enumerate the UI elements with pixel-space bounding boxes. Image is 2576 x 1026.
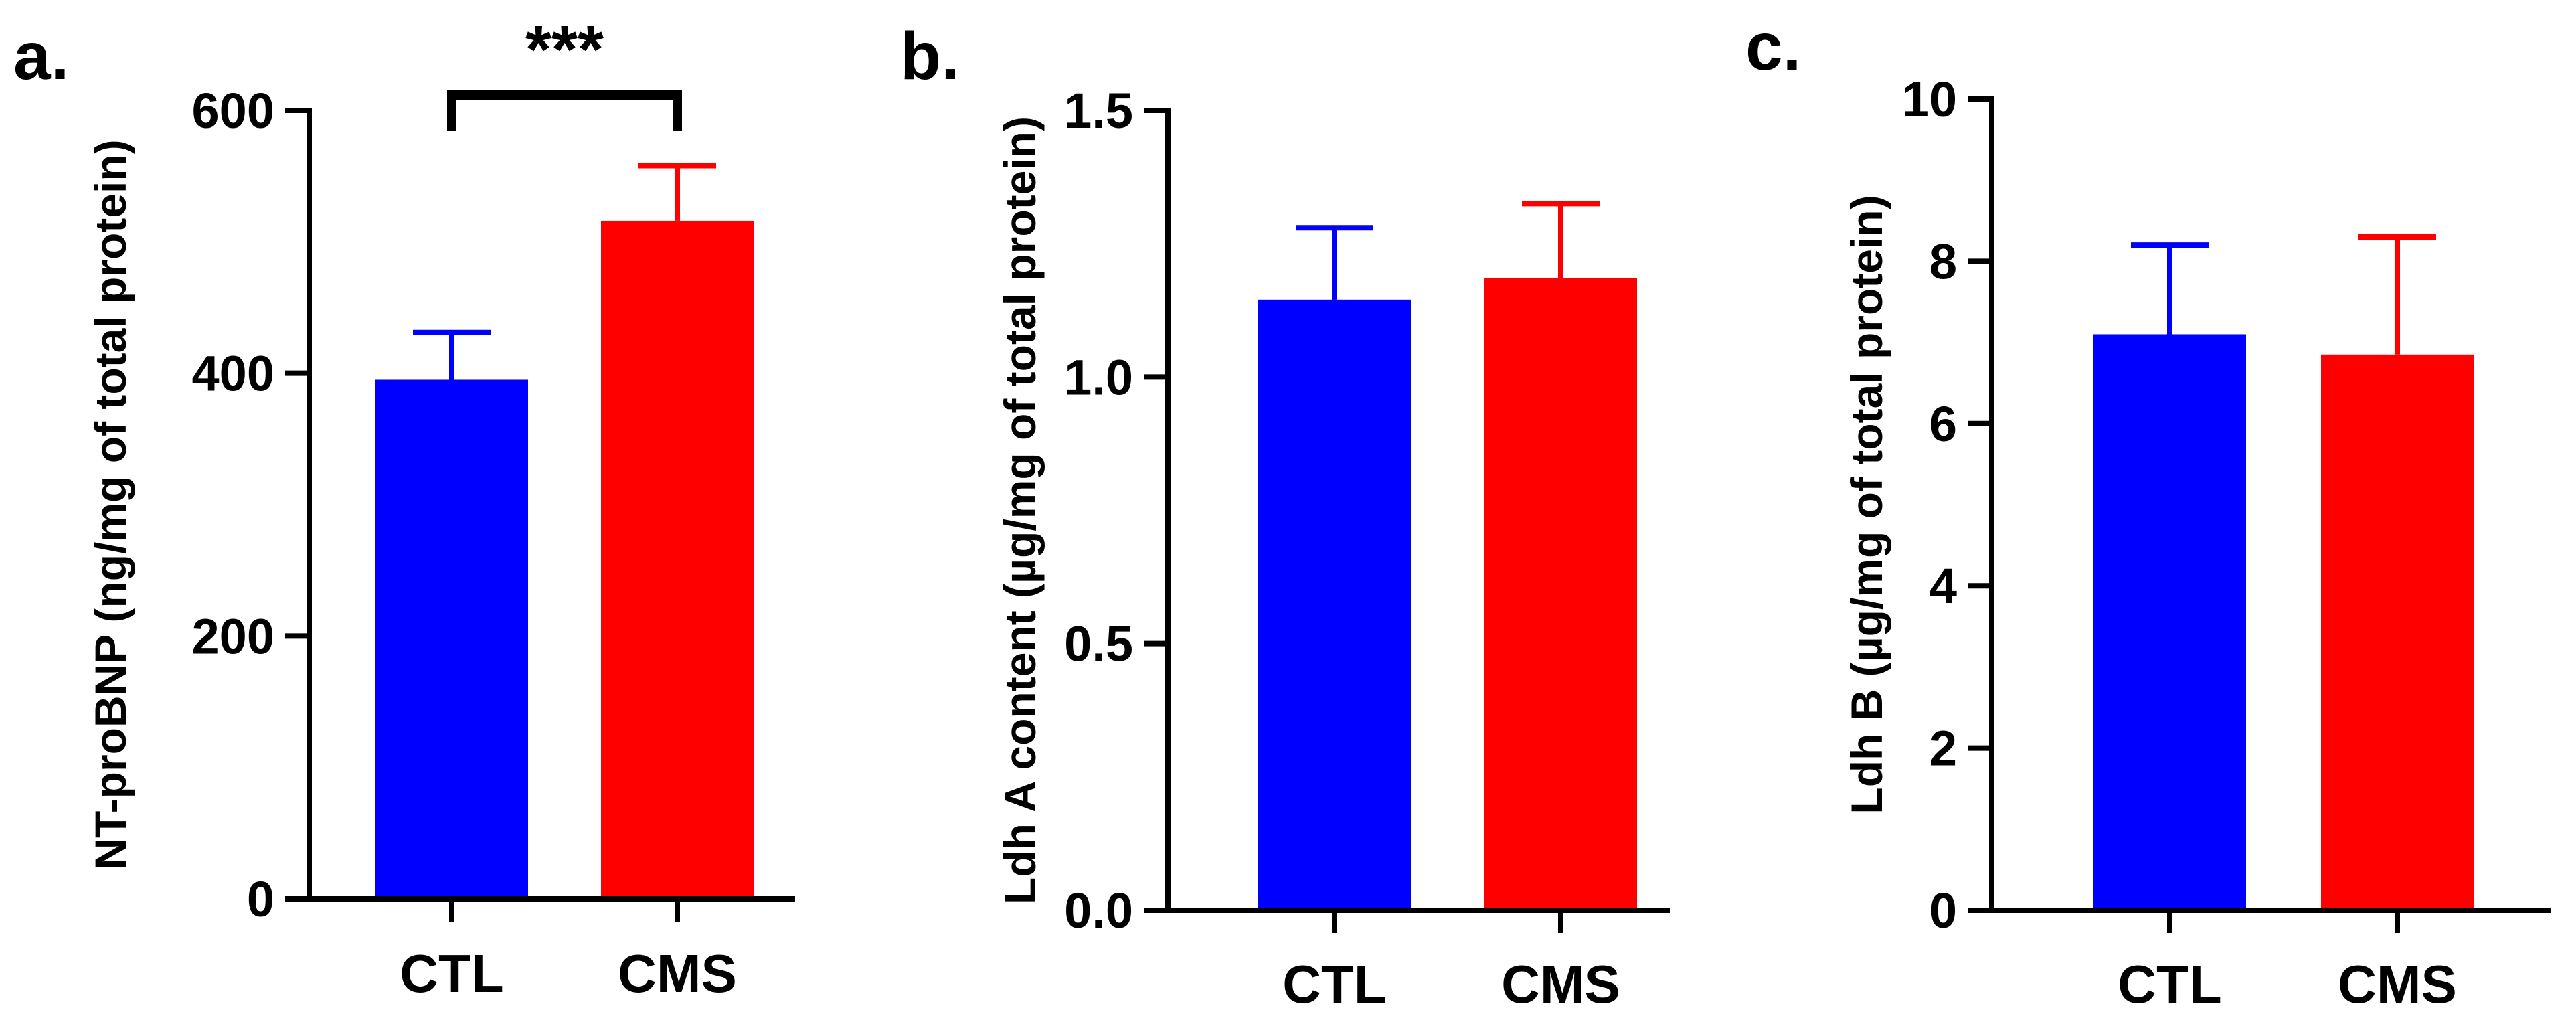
bar-ctl [375,379,528,899]
y-tick-label: 0.0 [1064,883,1133,938]
panel-label: b. [900,19,960,94]
x-tick-label-ctl: CTL [2118,954,2222,1014]
panel-a: a. NT-proBNP (ng/mg of total protein) CTL C… [13,12,795,1003]
x-tick-label-ctl: CTL [400,944,504,1003]
y-tick-label: 200 [192,608,274,664]
panel-c: c. Ldh B (µg/mg of total protein) CTL CMS 0 2… [1745,9,2551,1014]
y-tick-label: 600 [192,83,274,139]
y-tick-label: 4 [1929,558,1957,614]
y-tick-label: 6 [1929,396,1957,452]
y-tick-label: 0 [247,871,274,927]
bar-ctl [1258,299,1411,911]
y-axis-label: NT-proBNP (ng/mg of total protein) [86,139,135,869]
bar-ctl [2093,334,2246,911]
y-tick-label: 10 [1902,72,1957,127]
y-tick-label: 0.5 [1064,616,1133,672]
y-axis-label: Ldh B (µg/mg of total protein) [1842,195,1891,814]
panel-label: c. [1745,9,1801,84]
y-tick-label: 400 [192,346,274,402]
x-tick-label-cms: CMS [2338,954,2457,1014]
panel-b: b. Ldh A content (µg/mg of total protein)… [900,19,1670,1014]
bar-cms [2321,354,2474,910]
bar-cms [601,220,754,899]
x-tick-label-cms: CMS [618,944,737,1003]
x-tick-label-cms: CMS [1501,954,1620,1014]
y-tick-label: 8 [1929,234,1957,289]
x-tick-label-ctl: CTL [1282,954,1387,1014]
panel-label: a. [13,19,69,94]
y-tick-label: 2 [1929,721,1957,776]
y-axis-label: Ldh A content (µg/mg of total protein) [995,116,1045,904]
significance-bracket [447,90,682,131]
y-tick-label: 0 [1929,883,1957,938]
y-tick-label: 1.5 [1064,83,1133,139]
significance-label: *** [525,12,604,87]
y-tick-label: 1.0 [1064,349,1133,405]
bar-cms [1484,278,1637,910]
